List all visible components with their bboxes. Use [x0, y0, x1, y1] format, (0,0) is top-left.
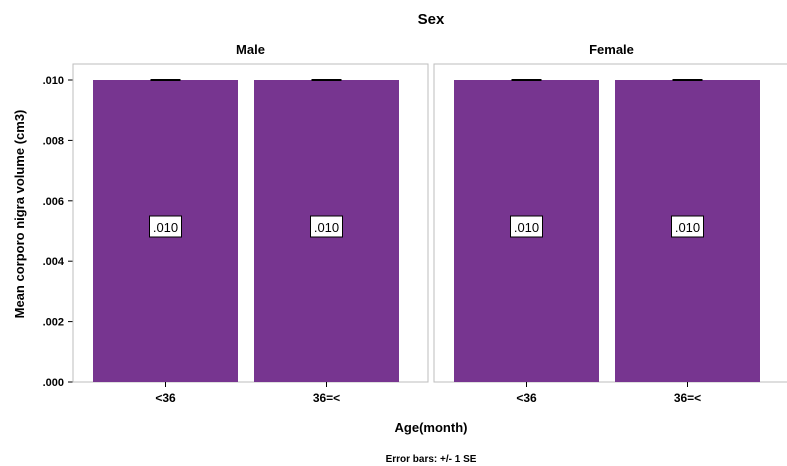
- y-tick-label: .008: [43, 135, 64, 147]
- data-label: .010: [153, 220, 178, 235]
- x-tick-label: <36: [516, 391, 537, 405]
- panel-header: Female: [589, 42, 634, 57]
- y-tick-label: .006: [43, 196, 64, 208]
- panel-frame: [72, 63, 429, 383]
- panel-female: Female .010 <36 .010 36=<: [433, 42, 787, 405]
- panel-frame: [433, 63, 787, 383]
- x-tick-label: <36: [155, 391, 176, 405]
- data-label-box: [671, 215, 704, 238]
- chart-panels: Male .010 <36 .010 36=< Female .010 <36 .010 36=<: [72, 42, 787, 405]
- x-tick-label: 36=<: [674, 391, 701, 405]
- chart-title: Sex: [418, 11, 445, 28]
- y-tick-label: .004: [43, 256, 65, 268]
- y-axis: .000 .002 .004 .006 .008 .010: [43, 64, 74, 389]
- y-axis-label: Mean corporo nigra volume (cm3): [12, 110, 27, 319]
- data-label-box: [149, 215, 182, 238]
- error-bar-note: Error bars: +/- 1 SE: [386, 454, 477, 465]
- data-label: .010: [314, 220, 339, 235]
- data-label-box: [310, 215, 343, 238]
- panel-header: Male: [236, 42, 265, 57]
- x-tick-label: 36=<: [313, 391, 340, 405]
- x-axis-label: Age(month): [395, 420, 468, 435]
- y-tick-label: .010: [43, 75, 64, 87]
- data-label: .010: [675, 220, 700, 235]
- y-tick-label: .002: [43, 317, 64, 329]
- panel-male: Male .010 <36 .010 36=<: [72, 42, 429, 405]
- data-label-box: [510, 215, 543, 238]
- data-label: .010: [514, 220, 539, 235]
- y-tick-label: .000: [43, 377, 64, 389]
